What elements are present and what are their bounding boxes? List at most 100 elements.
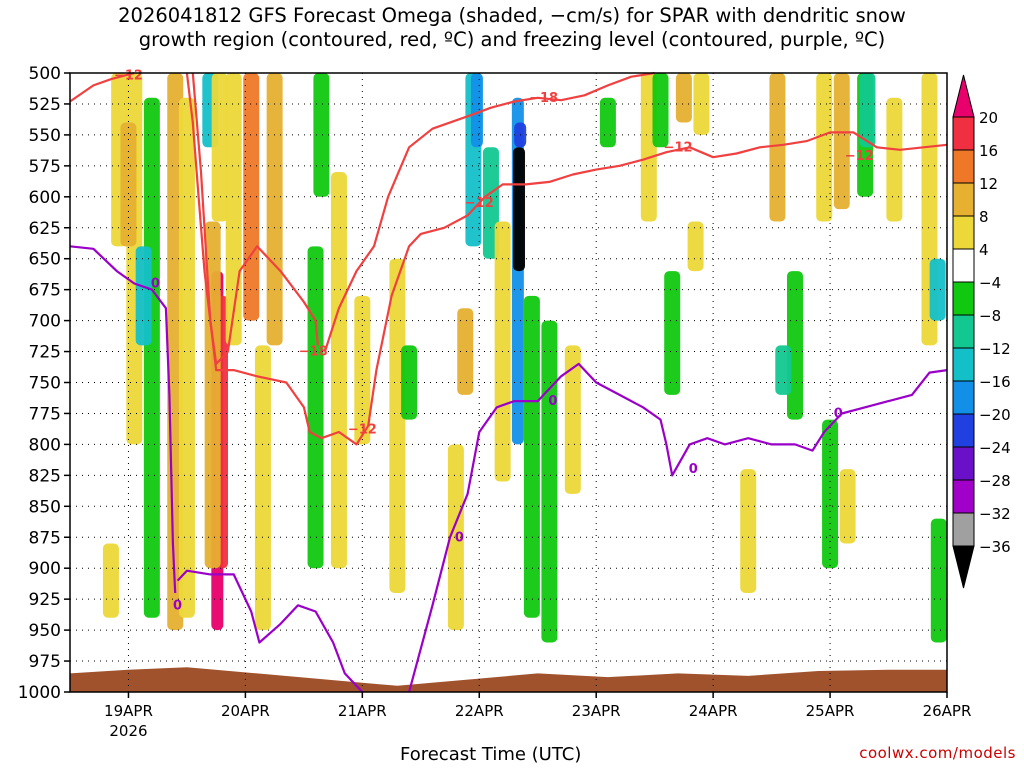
x-tick-label: 24APR: [689, 702, 738, 720]
y-tick-label: 750: [29, 374, 61, 394]
colorbar-label: −32: [979, 505, 1011, 523]
dgz-contour-label: −12: [845, 149, 874, 164]
colorbar-bin: [952, 413, 975, 448]
omega-cell: [675, 73, 692, 123]
x-axis-title: Forecast Time (UTC): [400, 744, 582, 765]
omega-cell: [401, 345, 418, 420]
colorbar-label: −8: [979, 307, 1001, 325]
grid: [70, 72, 948, 693]
omega-cell: [541, 320, 558, 643]
dgz-contour-label: −12: [664, 140, 693, 155]
freezing-contour-label: 0: [173, 598, 182, 613]
x-tick-label: 21APR: [338, 702, 387, 720]
omega-cell: [930, 518, 947, 643]
x-tick-label: 20APR: [221, 702, 270, 720]
colorbar-label: −36: [979, 538, 1011, 556]
omega-cell: [470, 73, 483, 148]
omega-cell: [859, 73, 876, 148]
omega-shading: [102, 73, 947, 643]
omega-cell: [102, 543, 119, 618]
omega-cell: [513, 147, 526, 272]
y-tick-label: 825: [29, 466, 61, 486]
y-tick-label: 725: [29, 343, 61, 363]
colorbar-label: −24: [979, 439, 1011, 457]
omega-cell: [839, 469, 856, 544]
omega-cell: [652, 73, 669, 148]
omega-cell: [786, 271, 803, 420]
dgz-contour-line: [323, 71, 655, 352]
omega-cell: [330, 172, 347, 569]
dgz-contour-label: −18: [299, 345, 328, 360]
omega-cell: [886, 97, 903, 222]
terrain: [70, 667, 947, 692]
omega-cell: [929, 258, 946, 321]
x-tick-label: 19APR: [104, 702, 153, 720]
axes: 500 525 550 575 600 625 650 675 700 725 750 775 800 8…: [18, 64, 972, 740]
omega-cell: [599, 97, 616, 148]
y-tick-label: 800: [29, 435, 61, 455]
colorbar-label: −12: [979, 340, 1011, 358]
y-tick-label: 650: [29, 250, 61, 270]
y-tick-label: 675: [29, 281, 61, 301]
freezing-contour-label: 0: [548, 394, 557, 409]
y-tick-label: 575: [29, 157, 61, 177]
colorbar-label: −28: [979, 472, 1011, 490]
omega-cell: [143, 97, 160, 618]
omega-cell: [687, 221, 704, 272]
chart-title-line-1: 2026041812 GFS Forecast Omega (shaded, −…: [118, 4, 906, 27]
omega-cell: [693, 73, 710, 135]
contours: −12 −18 −12 −12 −12 −18 −12 0 0 0 0 0 0: [69, 68, 948, 693]
colorbar-label: 16: [979, 142, 998, 160]
x-tick-sublabel: 2026: [109, 722, 147, 740]
colorbar-bin: [952, 215, 975, 250]
dgz-contour-label: −18: [529, 91, 558, 106]
omega-cell: [664, 271, 681, 395]
colorbar-label: 12: [979, 175, 998, 193]
y-tick-label: 550: [29, 126, 61, 146]
y-tick-label: 950: [29, 621, 61, 641]
y-tick-label: 1000: [18, 683, 61, 703]
colorbar-bin: [952, 512, 975, 547]
omega-cell: [254, 345, 271, 631]
omega-cell: [833, 73, 850, 210]
x-tick-label: 22APR: [455, 702, 504, 720]
dgz-contour-line: [185, 72, 319, 365]
colorbar-label: 20: [979, 109, 998, 127]
freezing-contour-label: 0: [455, 530, 464, 545]
colorbar-label: −16: [979, 373, 1011, 391]
omega-cell: [769, 73, 786, 222]
freezing-contour-label: 0: [834, 406, 843, 421]
y-tick-label: 900: [29, 559, 61, 579]
colorbar-label: −4: [979, 274, 1001, 292]
y-tick-label: 875: [29, 528, 61, 548]
terrain-fill: [70, 667, 947, 692]
y-tick-label: 700: [29, 312, 61, 332]
omega-cell: [266, 73, 283, 346]
omega-cell: [120, 122, 137, 247]
freezing-contour-label: 0: [151, 276, 160, 291]
y-tick-label: 975: [29, 652, 61, 672]
colorbar-label: 4: [979, 241, 989, 259]
credit-text: coolwx.com/models: [859, 744, 1016, 762]
colorbar-bin: [952, 314, 975, 349]
omega-cell: [389, 258, 406, 593]
dgz-contour-label: −12: [465, 196, 494, 211]
colorbar-bin: [952, 248, 975, 283]
freezing-level-contour-line: [69, 245, 177, 594]
colorbar-max-triangle: [952, 74, 975, 118]
colorbar-bin: [952, 479, 975, 514]
dgz-contour-line: [191, 72, 948, 446]
x-tick-label: 25APR: [806, 702, 855, 720]
omega-cell: [457, 308, 474, 395]
omega-cell: [211, 73, 228, 222]
chart-title: 2026041812 GFS Forecast Omega (shaded, −…: [0, 4, 1024, 52]
colorbar-bin: [952, 446, 975, 481]
omega-cell: [740, 469, 757, 593]
colorbar-bin: [952, 380, 975, 415]
omega-cell: [816, 73, 833, 222]
colorbar-label: 8: [979, 208, 989, 226]
omega-cell: [775, 345, 792, 395]
colorbar-bin: [952, 281, 975, 316]
omega-cell: [447, 444, 464, 631]
